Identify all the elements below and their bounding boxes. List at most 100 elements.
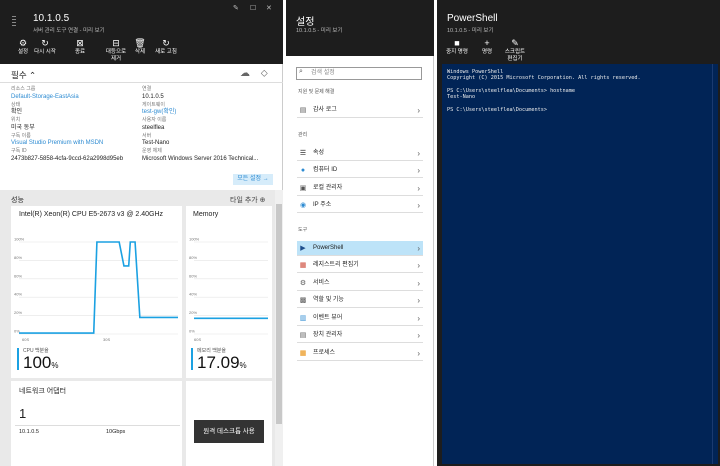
field-value: 미국 동부: [11, 124, 35, 131]
settings-item-label: IP 주소: [313, 202, 332, 208]
cpu-value: 100%: [23, 353, 59, 373]
close-icon[interactable]: ✕: [266, 5, 272, 12]
settings-item-roles[interactable]: ▩ 역할 및 기능 ›: [297, 293, 423, 308]
roles-icon: ▩: [299, 297, 307, 304]
memory-unit: %: [239, 361, 247, 370]
y-tick-label: 40%: [14, 292, 22, 297]
drag-grip-icon[interactable]: [12, 16, 16, 28]
properties-icon: ☰: [299, 149, 307, 157]
settings-item-admin[interactable]: ▣ 로컬 관리자 ›: [297, 181, 423, 196]
field-label: 연결: [142, 86, 152, 92]
field-label: 운영 체제: [142, 148, 162, 154]
cpu-tile[interactable]: [11, 206, 182, 378]
y-tick-label: 100%: [189, 237, 200, 242]
performance-label: 성능: [11, 197, 24, 204]
server-blade-header: [0, 0, 283, 64]
powershell-title: PowerShell: [447, 13, 498, 24]
settings-item-log[interactable]: ▤ 감사 로그 ›: [297, 103, 423, 118]
field-value[interactable]: Visual Studio Premium with MSDN: [11, 140, 104, 146]
plus-button[interactable]: + 명령: [470, 38, 504, 56]
cpu-title: Intel(R) Xeon(R) CPU E5-2673 v3 @ 2.40GH…: [19, 211, 164, 218]
y-tick-label: 80%: [189, 255, 197, 260]
settings-item-device-manager[interactable]: ▤ 장치 관리자 ›: [297, 328, 423, 343]
field-value: Test-Nano: [142, 140, 170, 146]
console-line: Windows PowerShell: [447, 69, 504, 75]
computer-id-icon: ●: [300, 167, 306, 174]
scrollbar-thumb[interactable]: [276, 204, 282, 424]
pencil-icon: ✎: [511, 38, 519, 48]
field-value[interactable]: Default-Storage-EastAsia: [11, 93, 79, 100]
console-scrollbar[interactable]: [712, 64, 718, 464]
chevron-right-icon: ›: [417, 331, 420, 340]
chevron-right-icon: ›: [417, 148, 420, 158]
memory-chart: 100% 80% 60% 40% 20% 0% 60S: [189, 237, 268, 342]
pencil-button[interactable]: ✎ 스크립트 편집기: [498, 38, 532, 63]
chevron-right-icon: ›: [417, 261, 420, 270]
essential-field: 서버 Test-Nano: [142, 133, 169, 148]
y-tick-label: 20%: [189, 310, 197, 315]
essential-field: 게이트웨이 test-gw(확인): [142, 102, 176, 117]
restart-button[interactable]: ↻ 다시 시작: [25, 38, 65, 56]
y-tick-label: 100%: [14, 237, 25, 242]
remote-desktop-button[interactable]: 원격 데스크톱 사용: [194, 420, 264, 443]
settings-section-label: 관리: [298, 131, 308, 138]
refresh-icon: ↻: [162, 38, 170, 48]
divider: [15, 425, 180, 426]
chevron-right-icon: ›: [417, 106, 420, 115]
y-tick-label: 80%: [14, 255, 22, 260]
toolbar-label: 스크립트 편집기: [504, 49, 526, 62]
services-icon: ⚙: [299, 279, 307, 287]
shutdown-button[interactable]: ⊠ 종료: [60, 38, 100, 56]
cpu-unit: %: [51, 361, 59, 370]
cpu-value-number: 100: [23, 353, 52, 372]
chevron-right-icon: ›: [417, 166, 420, 175]
settings-search-input[interactable]: 검색 설정: [296, 67, 422, 80]
add-tile-button[interactable]: 타일 추가 ⊕: [230, 197, 266, 204]
cloud-icon[interactable]: ☁: [240, 68, 250, 79]
essential-field: 상태 확인: [11, 102, 22, 117]
field-value: 10.1.0.5: [142, 93, 164, 100]
settings-item-label: 레지스트리 편집기: [313, 262, 359, 268]
process-icon: ▦: [299, 349, 307, 357]
remove-button[interactable]: ⊟ 대등으로 제거: [96, 38, 136, 63]
settings-item-label: 역할 및 기능: [313, 297, 344, 303]
settings-section-label: 도구: [298, 226, 308, 233]
console-line: Test-Nano: [447, 94, 476, 101]
memory-title: Memory: [193, 211, 219, 218]
essential-field: 리소스 그룹 Default-Storage-EastAsia: [11, 86, 79, 101]
memory-caption: 메모리 백분율: [197, 348, 226, 354]
settings-item-label: 속성: [313, 149, 325, 156]
powershell-console[interactable]: Windows PowerShell Copyright (C) 2015 Mic…: [442, 64, 718, 464]
settings-item-registry[interactable]: ▦ 레지스트리 편집기 ›: [297, 258, 423, 273]
essentials-toggle[interactable]: 필수 ⌃: [11, 69, 36, 81]
settings-item-services[interactable]: ⚙ 서비스 ›: [297, 276, 423, 291]
network-tile[interactable]: [11, 381, 182, 466]
trash-icon: 🗑: [134, 38, 146, 48]
settings-item-event-viewer[interactable]: ▥ 이벤트 뷰어 ›: [297, 311, 423, 326]
settings-item-ip[interactable]: ◉ IP 주소 ›: [297, 198, 423, 213]
toolbar-label: 새로 고침: [155, 49, 177, 55]
toolbar-label: 대등으로 제거: [105, 49, 127, 62]
settings-item-powershell[interactable]: ▶ PowerShell ›: [297, 240, 423, 256]
pin-icon[interactable]: ✎: [233, 5, 239, 12]
settings-item-computer-id[interactable]: ● 컴퓨터 ID ›: [297, 163, 423, 178]
field-label: 리소스 그룹: [11, 86, 36, 92]
gear-button[interactable]: ⚙ 설정: [3, 38, 43, 56]
settings-item-label: 서비스: [313, 279, 330, 286]
settings-item-properties[interactable]: ☰ 속성 ›: [297, 146, 423, 161]
refresh-button[interactable]: ↻ 새로 고침: [146, 38, 186, 56]
chevron-right-icon: ›: [417, 348, 420, 358]
field-value[interactable]: test-gw(확인): [142, 109, 177, 115]
memory-tile[interactable]: [186, 206, 272, 378]
chevron-right-icon: ›: [417, 201, 420, 210]
settings-item-label: 장치 관리자: [313, 332, 343, 338]
stop-button[interactable]: ■ 중지 명령: [440, 38, 474, 56]
settings-item-process[interactable]: ▦ 프로세스 ›: [297, 346, 423, 361]
essential-field: 연결 10.1.0.5: [142, 86, 164, 101]
trash-button[interactable]: 🗑 삭제: [120, 38, 160, 56]
all-settings-link[interactable]: 모든 설정 →: [233, 174, 273, 185]
maximize-icon[interactable]: ☐: [250, 5, 257, 12]
tag-icon[interactable]: ⬦: [260, 68, 268, 79]
settings-blade: [286, 0, 434, 466]
network-title: 네트워크 어댑터: [19, 388, 67, 395]
